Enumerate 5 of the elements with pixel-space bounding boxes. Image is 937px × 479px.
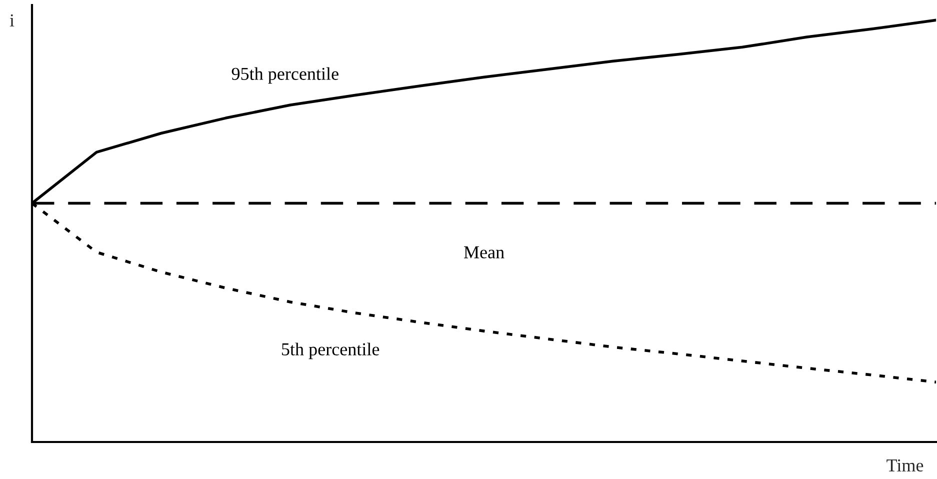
x-axis-title: Time — [886, 459, 924, 472]
y-axis-title: i — [10, 14, 14, 26]
text: Mean — [464, 246, 504, 258]
series-label: 5th percentile — [282, 342, 380, 360]
series-label: 95th percentile — [232, 67, 338, 84]
